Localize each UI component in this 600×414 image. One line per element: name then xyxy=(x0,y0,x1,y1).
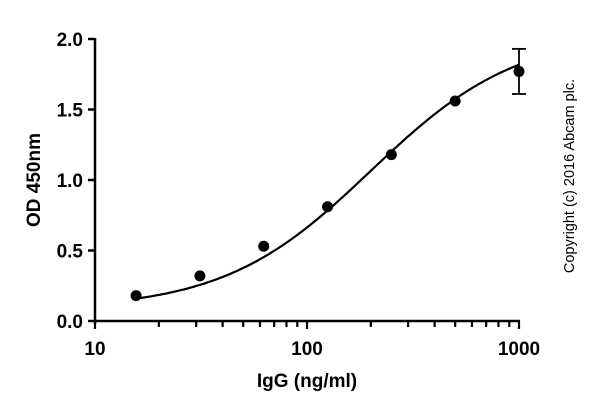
x-tick-label: 1000 xyxy=(498,339,540,360)
data-point xyxy=(194,270,206,282)
y-tick-label: 1.0 xyxy=(57,171,83,192)
data-point xyxy=(449,95,461,107)
y-tick-label: 0.5 xyxy=(57,242,84,263)
x-tick-label: 10 xyxy=(84,339,105,360)
axes: 0.0 0.5 1.0 1.5 2.0 10 100 1000 xyxy=(57,30,541,360)
data-points xyxy=(130,47,526,302)
fit-curve xyxy=(135,63,520,300)
y-tick-label: 2.0 xyxy=(57,30,83,51)
x-tick-label: 100 xyxy=(291,339,323,360)
data-point xyxy=(258,240,270,252)
data-point xyxy=(385,149,397,161)
data-point xyxy=(513,65,525,77)
y-tick-label: 1.5 xyxy=(57,101,84,122)
data-point xyxy=(130,290,142,302)
copyright-annotation: Copyright (c) 2016 Abcam plc. xyxy=(562,79,578,273)
y-axis-label: OD 450nm xyxy=(24,133,45,227)
y-tick-label: 0.0 xyxy=(57,312,83,333)
x-axis-label: IgG (ng/ml) xyxy=(257,371,357,392)
data-point xyxy=(322,201,334,213)
